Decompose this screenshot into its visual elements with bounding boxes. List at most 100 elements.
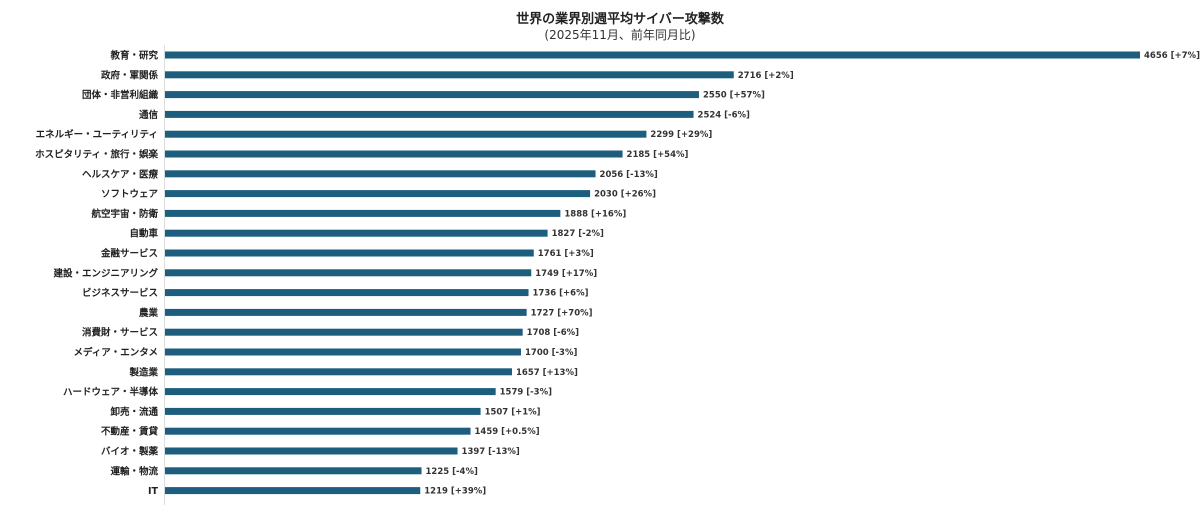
category-label: 不動産・賃貸 bbox=[101, 426, 159, 438]
change-label: [+16%] bbox=[588, 209, 626, 219]
data-label: 1700 [-3%] bbox=[525, 348, 577, 358]
bar bbox=[165, 487, 421, 495]
category-label: 製造業 bbox=[128, 366, 158, 378]
value-label: 1708 bbox=[527, 328, 551, 338]
value-label: 1736 bbox=[533, 289, 557, 299]
value-label: 2185 bbox=[627, 150, 651, 160]
data-label: 1397 [-13%] bbox=[462, 447, 520, 457]
bar bbox=[165, 209, 561, 217]
change-label: [-4%] bbox=[449, 467, 478, 477]
data-label: 1749 [+17%] bbox=[535, 269, 597, 279]
data-label: 1459 [+0.5%] bbox=[475, 427, 540, 437]
category-label: 団体・非営利組織 bbox=[82, 89, 159, 101]
change-label: [-13%] bbox=[485, 447, 520, 457]
bar bbox=[165, 190, 591, 198]
value-label: 1888 bbox=[564, 209, 588, 219]
bar bbox=[165, 229, 548, 237]
change-label: [+13%] bbox=[540, 368, 578, 378]
bar bbox=[165, 368, 512, 376]
bar bbox=[165, 388, 496, 396]
value-label: 2030 bbox=[594, 190, 618, 200]
change-label: [+57%] bbox=[727, 91, 765, 101]
data-label: 1225 [-4%] bbox=[426, 467, 478, 477]
bar bbox=[165, 170, 596, 178]
data-label: 1219 [+39%] bbox=[424, 487, 486, 497]
data-label: 1657 [+13%] bbox=[516, 368, 578, 378]
bar bbox=[165, 71, 734, 79]
category-label: ハードウェア・半導体 bbox=[63, 386, 159, 398]
value-label: 2716 bbox=[738, 71, 762, 81]
data-label: 2056 [-13%] bbox=[600, 170, 658, 180]
category-label: 金融サービス bbox=[100, 248, 158, 260]
bar bbox=[165, 150, 623, 158]
chart-title: 世界の業界別週平均サイバー攻撃数 bbox=[516, 12, 724, 27]
bar bbox=[165, 289, 529, 297]
value-label: 1700 bbox=[525, 348, 549, 358]
data-label: 4656 [+7%] bbox=[1144, 51, 1200, 61]
bar bbox=[165, 130, 647, 138]
value-label: 2550 bbox=[703, 91, 727, 101]
bar bbox=[165, 91, 699, 99]
data-label: 1507 [+1%] bbox=[485, 407, 541, 417]
change-label: [+2%] bbox=[761, 71, 793, 81]
data-label: 2550 [+57%] bbox=[703, 91, 765, 101]
bar bbox=[165, 269, 532, 277]
category-label: 建設・エンジニアリング bbox=[52, 267, 158, 279]
category-label: ホスピタリティ・旅行・娯楽 bbox=[35, 149, 158, 161]
change-label: [+54%] bbox=[650, 150, 688, 160]
value-label: 1459 bbox=[475, 427, 499, 437]
value-label: 1827 bbox=[552, 229, 576, 239]
category-label: 教育・研究 bbox=[109, 50, 158, 62]
bar bbox=[165, 427, 471, 435]
bar bbox=[165, 110, 694, 118]
category-label: 航空宇宙・防衛 bbox=[91, 208, 158, 220]
value-label: 1225 bbox=[426, 467, 450, 477]
category-label: ソフトウェア bbox=[101, 189, 159, 200]
change-label: [+29%] bbox=[674, 130, 712, 140]
bar bbox=[165, 249, 534, 257]
data-label: 2185 [+54%] bbox=[627, 150, 689, 160]
change-label: [+6%] bbox=[556, 289, 588, 299]
category-label: ビジネスサービス bbox=[82, 287, 158, 299]
data-label: 1708 [-6%] bbox=[527, 328, 579, 338]
bar bbox=[165, 308, 527, 316]
change-label: [+26%] bbox=[618, 190, 656, 200]
category-label: ヘルスケア・医療 bbox=[82, 168, 159, 180]
data-label: 2030 [+26%] bbox=[594, 190, 656, 200]
change-label: [-13%] bbox=[623, 170, 658, 180]
category-label: 政府・軍関係 bbox=[101, 69, 159, 81]
change-label: [+3%] bbox=[561, 249, 593, 259]
value-label: 1761 bbox=[538, 249, 562, 259]
value-label: 1579 bbox=[500, 388, 524, 398]
change-label: [-3%] bbox=[523, 388, 552, 398]
change-label: [+17%] bbox=[559, 269, 597, 279]
category-label: 農業 bbox=[139, 307, 159, 319]
change-label: [-3%] bbox=[549, 348, 578, 358]
chart-subtitle: (2025年11月、前年同月比) bbox=[544, 28, 696, 42]
data-label: 1888 [+16%] bbox=[564, 209, 626, 219]
value-label: 1657 bbox=[516, 368, 540, 378]
change-label: [+70%] bbox=[554, 308, 592, 318]
value-label: 4656 bbox=[1144, 51, 1168, 61]
value-label: 2524 bbox=[698, 110, 722, 120]
value-label: 1727 bbox=[531, 308, 555, 318]
value-label: 1219 bbox=[424, 487, 448, 497]
category-label: IT bbox=[148, 486, 159, 497]
category-label: 卸売・流通 bbox=[110, 406, 158, 418]
category-label: バイオ・製薬 bbox=[101, 446, 159, 458]
change-label: [+7%] bbox=[1168, 51, 1200, 61]
data-label: 1827 [-2%] bbox=[552, 229, 604, 239]
bar bbox=[165, 407, 481, 415]
bar bbox=[165, 447, 458, 455]
value-label: 1397 bbox=[462, 447, 486, 457]
value-label: 1749 bbox=[535, 269, 559, 279]
category-label: メディア・エンタメ bbox=[73, 347, 158, 359]
change-label: [-6%] bbox=[550, 328, 579, 338]
bar bbox=[165, 348, 521, 356]
bar bbox=[165, 328, 523, 336]
change-label: [-2%] bbox=[575, 229, 604, 239]
change-label: [-6%] bbox=[721, 110, 750, 120]
data-label: 2299 [+29%] bbox=[650, 130, 712, 140]
bar bbox=[165, 51, 1140, 59]
